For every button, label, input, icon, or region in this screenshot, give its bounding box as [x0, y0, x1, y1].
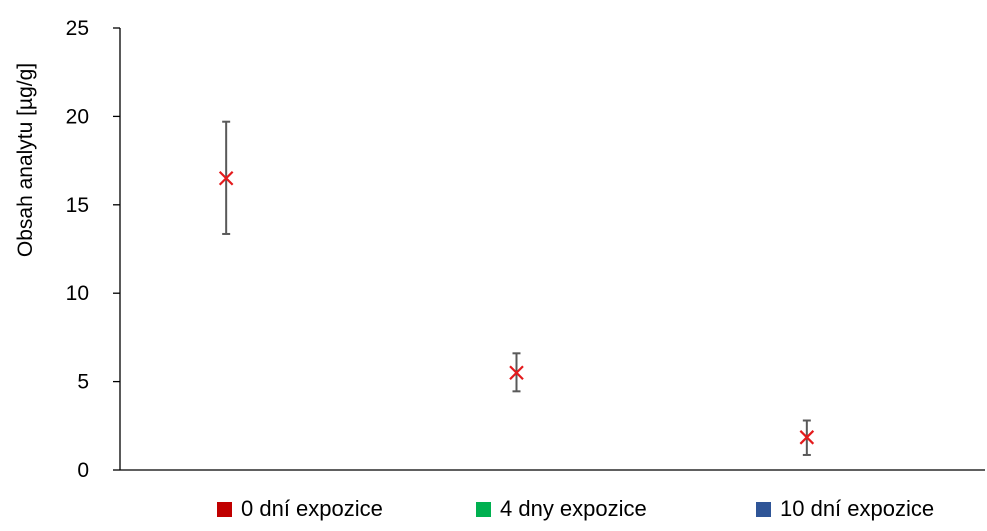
legend-swatch-1	[476, 501, 491, 517]
y-tick-label-5: 25	[66, 17, 89, 40]
y-tick-label-0: 0	[77, 459, 89, 482]
marker-stroke-b-2	[799, 430, 815, 445]
point-0	[218, 120, 234, 235]
y-tick-label-4: 20	[66, 105, 89, 128]
marker-stroke-b-1	[509, 365, 524, 381]
y-tick-label-2: 10	[66, 282, 89, 305]
marker-stroke-b-0	[218, 171, 234, 186]
legend: 0 dní expozice 4 dny expozice 10 dní exp…	[0, 494, 987, 528]
legend-label-2: 10 dní expozice	[780, 496, 935, 521]
data-points	[218, 120, 815, 456]
y-tick-label-3: 15	[66, 194, 89, 217]
legend-swatch-0	[217, 501, 232, 517]
y-ticks: 0 5 10 15 20 25	[66, 17, 120, 482]
legend-item-0: 0 dní expozice	[217, 494, 383, 524]
y-axis-title: Obsah analytu [µg/g]	[14, 63, 37, 257]
point-1	[509, 352, 524, 393]
y-tick-label-1: 5	[77, 371, 89, 394]
legend-swatch-2	[756, 501, 771, 517]
legend-label-0: 0 dní expozice	[241, 496, 383, 521]
legend-item-1: 4 dny expozice	[476, 494, 647, 524]
point-2	[799, 419, 815, 456]
legend-item-2: 10 dní expozice	[756, 494, 934, 524]
legend-label-1: 4 dny expozice	[500, 496, 647, 521]
